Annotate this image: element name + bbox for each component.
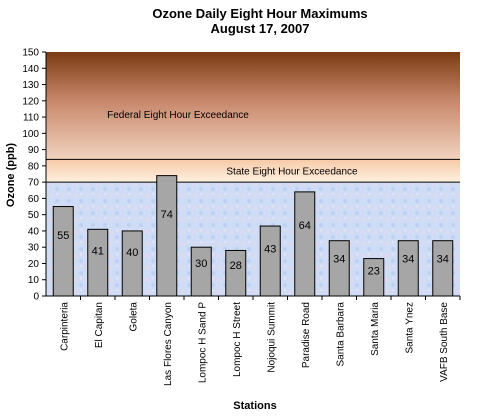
federal-exceedance-band [46, 52, 460, 160]
y-tick-label: 110 [23, 113, 39, 124]
bar-data-label: 34 [333, 253, 345, 265]
x-tick-label: El Capitan [94, 302, 105, 348]
x-tick-label: Paradise Road [301, 302, 312, 368]
x-axis-ticks: Carpinteria El Capitan Goleta Las Flores Ca… [59, 296, 461, 386]
state-exceedance-band [46, 159, 460, 183]
y-tick-label: 50 [28, 210, 40, 221]
bar [156, 175, 178, 297]
x-tick-label: Las Flores Canyon [163, 302, 174, 386]
y-tick-label: 120 [22, 96, 39, 107]
y-tick-label: 150 [22, 48, 39, 59]
x-tick-label: Santa Ynez [404, 302, 415, 354]
plot-area-fill [46, 182, 460, 296]
chart-subtitle: August 17, 2007 [211, 21, 310, 36]
bar-data-label: 23 [368, 266, 380, 278]
x-tick-label: Lompoc H Street [232, 302, 243, 377]
bar [432, 240, 454, 297]
bar [190, 246, 212, 297]
x-tick-label: Nojoqui Summit [266, 302, 277, 373]
bar-data-label: 74 [161, 209, 173, 221]
chart-title: Ozone Daily Eight Hour Maximums [152, 6, 367, 21]
y-axis-title: Ozone (ppb) [5, 143, 17, 207]
y-tick-label: 60 [28, 194, 40, 205]
y-tick-label: 80 [28, 161, 40, 172]
bar-data-label: 64 [299, 220, 311, 232]
bar-data-label: 41 [92, 246, 104, 258]
x-tick-label: Santa Maria [370, 302, 381, 356]
y-tick-label: 20 [28, 259, 40, 270]
x-tick-label: Carpinteria [59, 302, 70, 351]
bar-data-label: 43 [264, 243, 276, 255]
state-exceedance-label: State Eight Hour Exceedance [226, 167, 358, 178]
bar-data-label: 34 [402, 253, 414, 265]
bar-data-label: 30 [195, 258, 207, 270]
federal-exceedance-label: Federal Eight Hour Exceedance [107, 110, 249, 121]
bar-data-label: 34 [437, 253, 449, 265]
y-tick-label: 70 [28, 178, 40, 189]
bar-series [52, 175, 454, 297]
x-tick-label: Lompoc H Sand P [197, 302, 208, 383]
y-tick-label: 10 [28, 275, 40, 286]
x-axis-title: Stations [233, 400, 276, 412]
bar [259, 225, 281, 297]
x-tick-label: Santa Barbara [335, 302, 346, 367]
y-tick-label: 40 [28, 226, 40, 237]
threshold-bands: Federal Eight Hour Exceedance State Eight… [46, 52, 460, 183]
y-tick-label: 130 [22, 80, 39, 91]
y-tick-label: 30 [28, 243, 40, 254]
plot-background [46, 182, 460, 296]
y-tick-label: 140 [22, 64, 39, 75]
bar [121, 230, 143, 297]
y-tick-label: 0 [33, 292, 39, 303]
y-tick-label: 100 [22, 129, 39, 140]
bar [52, 206, 74, 297]
bar [87, 228, 109, 297]
bar [363, 258, 385, 297]
bar-data-labels: 55 41 40 74 30 28 43 64 34 23 34 34 [57, 209, 449, 277]
x-tick-label: Goleta [128, 302, 139, 332]
bar [294, 191, 316, 297]
bar [397, 240, 419, 297]
bar [225, 249, 247, 297]
y-axis-ticks: 0 10 20 30 40 50 60 70 80 90 100 110 120 130 140 150 [22, 48, 46, 303]
bar-data-label: 28 [230, 260, 242, 272]
x-tick-label: VAFB South Base [439, 302, 450, 382]
y-tick-label: 90 [28, 145, 40, 156]
bar-data-label: 55 [57, 230, 69, 242]
bar [328, 240, 350, 297]
bar-data-label: 40 [126, 247, 138, 259]
